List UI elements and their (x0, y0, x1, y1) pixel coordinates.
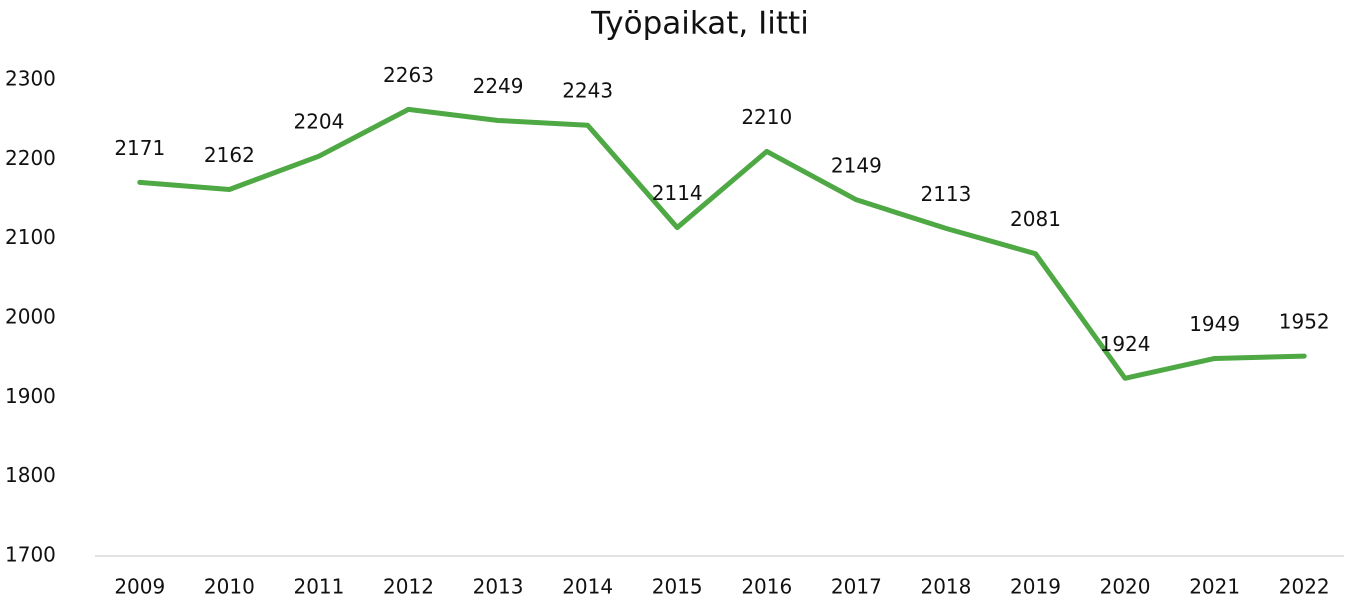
data-label: 1952 (1279, 310, 1330, 334)
x-tick-label: 2009 (114, 575, 165, 599)
x-tick-label: 2017 (831, 575, 882, 599)
y-tick-label: 2200 (5, 146, 56, 170)
data-label: 2114 (652, 181, 703, 205)
data-label: 2149 (831, 153, 882, 177)
x-tick-label: 2018 (920, 575, 971, 599)
y-tick-label: 2100 (5, 225, 56, 249)
chart-title: Työpaikat, Iitti (590, 6, 809, 42)
data-label: 2210 (741, 105, 792, 129)
x-tick-label: 2012 (383, 575, 434, 599)
data-label: 2171 (114, 136, 165, 160)
y-tick-label: 2000 (5, 305, 56, 329)
data-label: 2249 (473, 74, 524, 98)
x-tick-label: 2010 (204, 575, 255, 599)
data-label: 2263 (383, 63, 434, 87)
x-tick-label: 2022 (1279, 575, 1330, 599)
x-tick-label: 2014 (562, 575, 613, 599)
data-label: 1924 (1100, 332, 1151, 356)
data-label: 1949 (1189, 312, 1240, 336)
data-label: 2162 (204, 143, 255, 167)
data-label: 2243 (562, 79, 613, 103)
line-series (137, 106, 1307, 381)
y-tick-label: 1800 (5, 463, 56, 487)
y-tick-label: 1900 (5, 384, 56, 408)
x-tick-label: 2015 (652, 575, 703, 599)
x-tick-label: 2021 (1189, 575, 1240, 599)
x-tick-label: 2013 (473, 575, 524, 599)
x-tick-label: 2020 (1100, 575, 1151, 599)
data-label: 2204 (293, 110, 344, 134)
data-label: 2113 (920, 182, 971, 206)
y-tick-label: 1700 (5, 543, 56, 567)
data-label: 2081 (1010, 207, 1061, 231)
x-tick-label: 2011 (293, 575, 344, 599)
x-tick-label: 2016 (741, 575, 792, 599)
y-tick-label: 2300 (5, 67, 56, 91)
x-tick-label: 2019 (1010, 575, 1061, 599)
